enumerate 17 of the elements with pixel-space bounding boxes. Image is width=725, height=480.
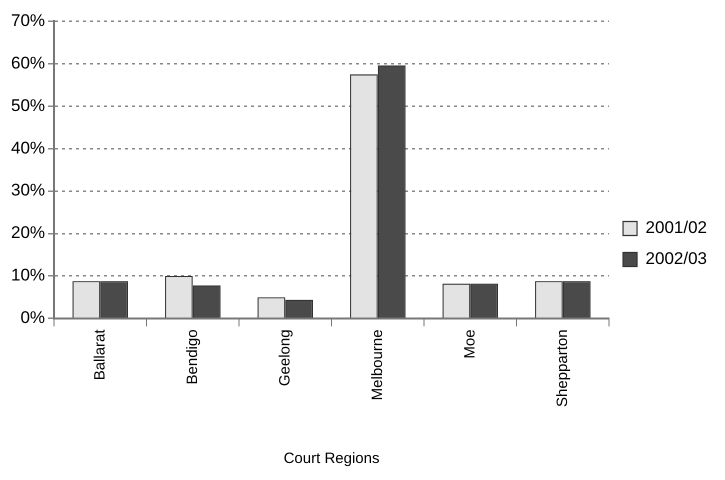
y-tick-label: 40% <box>10 138 46 158</box>
legend-label: 2001/02 <box>646 218 707 238</box>
x-tick-label: Moe <box>461 329 478 359</box>
y-tick-label: 60% <box>10 53 46 72</box>
x-tick-label: Shepparton <box>554 329 571 408</box>
y-tick-label: 30% <box>10 180 46 200</box>
x-tick-label: Geelong <box>276 329 294 386</box>
x-tick-label: Bendigo <box>184 329 201 384</box>
x-axis-title: Court Regions <box>284 450 380 468</box>
y-tick-label: 70% <box>10 10 46 30</box>
legend-label: 2002/03 <box>646 249 707 268</box>
y-tick-label: 10% <box>10 266 46 285</box>
y-tick-label: 50% <box>10 96 46 115</box>
x-tick-label: Melbourne <box>368 329 386 400</box>
y-tick-label: 20% <box>10 223 46 242</box>
y-tick-label: 0% <box>20 308 46 328</box>
x-tick-label: Ballarat <box>91 328 108 380</box>
